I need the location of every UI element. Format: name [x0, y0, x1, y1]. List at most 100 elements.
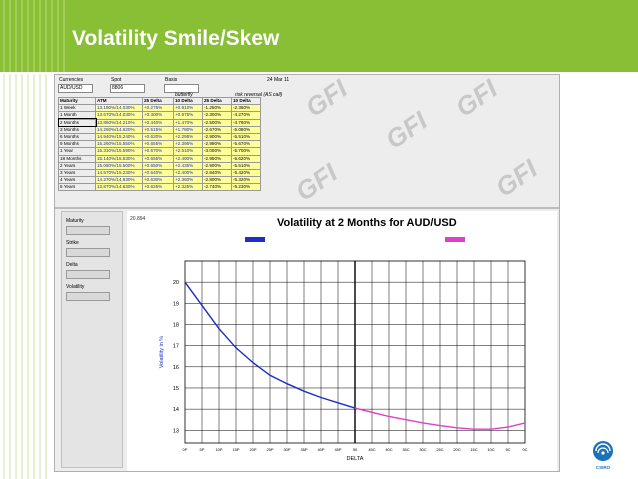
maturity-cell[interactable]: 6 Months [58, 132, 96, 142]
value-cell[interactable]: -2.670% [202, 125, 232, 134]
smile-chart[interactable]: Volatility at 2 Months for AUD/USD 20.894… [127, 211, 557, 471]
currencies-field[interactable]: AUD/USD [58, 84, 93, 93]
value-cell[interactable]: +0.655% [142, 140, 174, 149]
table-row[interactable]: 9 Months 15.260%/15.550% +0.655% +2.395% -2.… [58, 140, 261, 149]
value-cell[interactable]: -2.800% [202, 176, 232, 185]
strike-field[interactable] [66, 248, 110, 257]
value-cell[interactable]: -2.740% [202, 183, 232, 192]
value-cell[interactable]: +0.975% [173, 111, 203, 120]
value-cell[interactable]: 14.270%/14.930% [95, 176, 143, 185]
table-row[interactable]: 4 Years 14.270%/14.930% +0.630% +2.360% -2.8… [58, 176, 261, 185]
value-cell[interactable]: +1.780% [173, 125, 203, 134]
value-cell[interactable]: -2.500% [202, 118, 232, 127]
value-cell[interactable]: 14.260%/14.620% [95, 125, 143, 134]
value-cell[interactable]: -4.760% [231, 118, 261, 127]
value-cell[interactable]: +1.470% [173, 118, 203, 127]
table-row[interactable]: 5 Years 13.870%/14.630% +0.625% +2.325% -2.7… [58, 183, 261, 192]
maturity-cell[interactable]: 1 Month [58, 111, 96, 120]
value-cell[interactable]: -5.230% [231, 183, 261, 192]
maturity-cell[interactable]: 3 Months [58, 125, 96, 134]
value-cell[interactable]: +2.360% [173, 176, 203, 185]
value-cell[interactable]: -5.510% [231, 161, 261, 170]
maturity-cell[interactable]: 1 Week [58, 104, 96, 113]
table-row[interactable]: 3 Months 14.260%/14.620% +0.515% +1.780% -2.… [58, 125, 261, 134]
value-cell[interactable]: -2.900% [202, 161, 232, 170]
value-cell[interactable]: 13.670%/14.030% [95, 111, 143, 120]
value-cell[interactable]: +0.670% [142, 147, 174, 156]
value-cell[interactable]: +0.910% [173, 104, 203, 113]
value-cell[interactable]: 13.860%/14.210% [95, 118, 143, 127]
value-cell[interactable]: -5.420% [231, 168, 261, 178]
value-cell[interactable]: -5.080% [231, 125, 261, 134]
value-cell[interactable]: -5.620% [231, 154, 261, 163]
date-label: 24 Mar 11 [267, 77, 290, 83]
x-tick-label: 10C [487, 447, 494, 452]
value-cell[interactable]: +2.435% [173, 161, 203, 170]
table-row[interactable]: 3 Years 14.570%/15.230% +0.640% +2.400% -2.8… [58, 168, 261, 178]
value-cell[interactable]: -5.510% [231, 132, 261, 142]
maturity-cell[interactable]: 2 Years [58, 161, 96, 170]
value-cell[interactable]: 15.260%/15.550% [95, 140, 143, 149]
value-cell[interactable]: -2.900% [202, 132, 232, 142]
legend-swatch-blue [245, 237, 265, 242]
value-cell[interactable]: 15.310%/15.590% [95, 147, 143, 156]
maturity-cell[interactable]: 3 Years [58, 168, 96, 178]
value-cell[interactable]: +2.325% [173, 183, 203, 192]
value-cell[interactable]: +0.275% [142, 104, 174, 113]
value-cell[interactable]: +2.295% [173, 132, 203, 142]
value-cell[interactable]: 15.140%/15.530% [95, 154, 143, 163]
value-cell[interactable]: 14.570%/15.230% [95, 168, 143, 178]
value-cell[interactable]: 14.940%/15.240% [95, 132, 143, 142]
maturity-cell[interactable]: 5 Years [58, 183, 96, 192]
value-cell[interactable]: -4.270% [231, 111, 261, 120]
table-row[interactable]: 1 Week 13.190%/14.030% +0.275% +0.910% -1.25… [58, 104, 261, 113]
column-header: 10 Delta [231, 96, 261, 106]
x-tick-label: 50 [353, 447, 358, 452]
value-cell[interactable]: -5.700% [231, 147, 261, 156]
value-cell[interactable]: -2.990% [202, 140, 232, 149]
value-cell[interactable]: +0.620% [142, 132, 174, 142]
table-row[interactable]: 2 Months 13.860%/14.210% +0.440% +1.470% -2.… [57, 118, 261, 128]
spot-field[interactable]: 8806 [110, 84, 145, 93]
delta-field[interactable] [66, 270, 110, 279]
value-cell[interactable]: +2.510% [173, 147, 203, 156]
value-cell[interactable]: +0.440% [142, 118, 174, 127]
value-cell[interactable]: +0.650% [142, 161, 174, 170]
value-cell[interactable]: +0.300% [142, 111, 174, 120]
volatility-field[interactable] [66, 292, 110, 301]
value-cell[interactable]: +0.640% [142, 168, 174, 178]
table-row[interactable]: 1 Month 13.670%/14.030% +0.300% +0.975% -2.3… [58, 111, 261, 120]
value-cell[interactable]: -5.670% [231, 140, 261, 149]
table-row[interactable]: 1 Year 15.310%/15.590% +0.670% +2.510% -3.00… [58, 147, 261, 156]
value-cell[interactable]: -1.250% [202, 104, 232, 113]
maturity-cell[interactable]: 2 Months [57, 118, 97, 128]
maturity-cell[interactable]: 9 Months [58, 140, 96, 149]
value-cell[interactable]: 13.190%/14.030% [95, 104, 143, 113]
table-row[interactable]: 18 Months 15.140%/15.530% +0.655% +2.490% -2… [58, 154, 261, 163]
value-cell[interactable]: -3.000% [202, 147, 232, 156]
value-cell[interactable]: +2.395% [173, 140, 203, 149]
volatility-app-window: GFI GFI GFI GFI GFI Currencies AUD/USD S… [54, 74, 560, 472]
maturity-cell[interactable]: 4 Years [58, 176, 96, 185]
table-row[interactable]: 2 Years 15.080%/15.500% +0.650% +2.435% -2.9… [58, 161, 261, 170]
value-cell[interactable]: -2.950% [202, 154, 232, 163]
maturity-cell[interactable]: 1 Year [58, 147, 96, 156]
csiro-logo: CSIRO [593, 441, 613, 470]
value-cell[interactable]: -2.360% [231, 104, 261, 113]
spot-label: Spot [111, 77, 122, 83]
value-cell[interactable]: -2.840% [202, 168, 232, 178]
value-cell[interactable]: 13.870%/14.630% [95, 183, 143, 192]
value-cell[interactable]: +0.515% [142, 125, 174, 134]
value-cell[interactable]: +0.655% [142, 154, 174, 163]
basis-field[interactable] [164, 84, 199, 93]
table-row[interactable]: 6 Months 14.940%/15.240% +0.620% +2.295% -2.… [58, 132, 261, 142]
value-cell[interactable]: +2.490% [173, 154, 203, 163]
maturity-field[interactable] [66, 226, 110, 235]
value-cell[interactable]: -2.300% [202, 111, 232, 120]
maturity-cell[interactable]: 18 Months [58, 154, 96, 163]
value-cell[interactable]: -5.320% [231, 176, 261, 185]
value-cell[interactable]: +2.400% [173, 168, 203, 178]
value-cell[interactable]: 15.080%/15.500% [95, 161, 143, 170]
value-cell[interactable]: +0.630% [142, 176, 174, 185]
value-cell[interactable]: +0.625% [142, 183, 174, 192]
